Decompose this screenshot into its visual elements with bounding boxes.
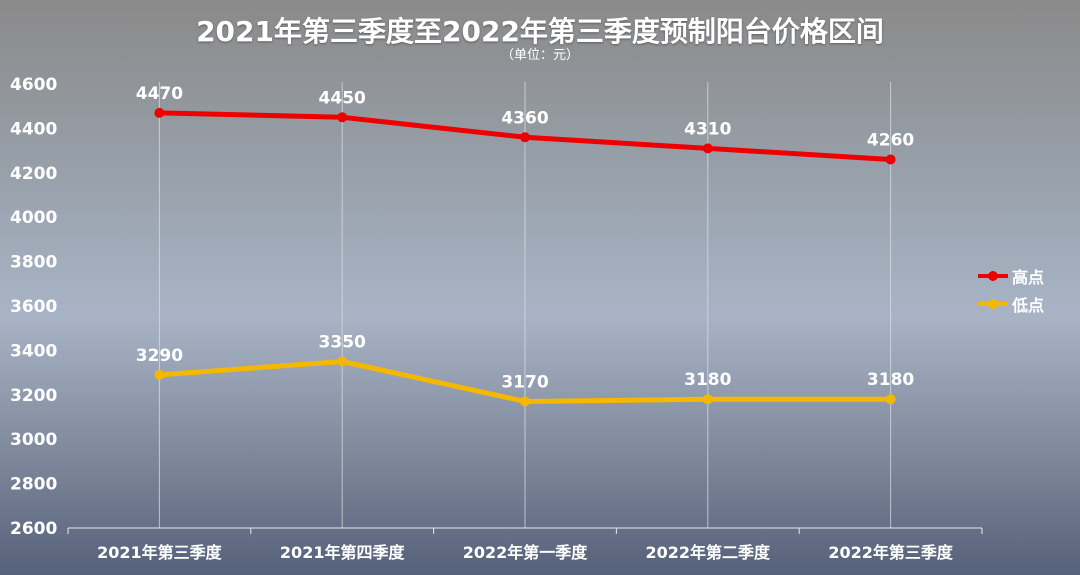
data-point-low: [337, 356, 348, 367]
data-label-low: 3290: [136, 346, 183, 366]
y-tick-label: 4600: [10, 75, 57, 95]
y-tick-label: 3600: [10, 297, 57, 317]
data-label-low: 3170: [501, 372, 548, 392]
y-tick-label: 3000: [10, 430, 57, 450]
legend: 高点 低点: [978, 262, 1044, 318]
legend-label-high: 高点: [1012, 268, 1045, 287]
legend-item-high: 高点: [978, 262, 1044, 290]
legend-dot-low: [988, 299, 998, 309]
x-tick-label: 2021年第三季度: [97, 543, 223, 562]
data-point-high: [520, 132, 530, 143]
data-point-high: [154, 107, 165, 118]
data-label-low: 3180: [684, 370, 731, 390]
data-label-low: 3180: [867, 370, 914, 390]
chart-subtitle: （单位：元）: [500, 48, 579, 63]
data-label-low: 3350: [319, 333, 366, 353]
y-tick-label: 4000: [10, 208, 57, 228]
data-point-low: [702, 394, 713, 405]
data-label-high: 4360: [501, 108, 548, 128]
y-tick-label: 4200: [10, 164, 57, 184]
data-label-high: 4260: [867, 130, 914, 150]
data-point-high: [885, 154, 896, 165]
y-tick-label: 2800: [10, 475, 57, 495]
x-tick-label: 2022年第二季度: [646, 543, 772, 562]
data-point-low: [885, 394, 896, 405]
data-point-high: [337, 112, 348, 123]
legend-dot-high: [988, 271, 998, 281]
data-label-high: 4310: [684, 119, 731, 139]
x-tick-label: 2022年第一季度: [463, 543, 589, 562]
y-tick-label: 3800: [10, 253, 57, 273]
y-tick-label: 3400: [10, 341, 57, 361]
data-point-high: [702, 143, 713, 154]
data-point-low: [154, 369, 165, 380]
legend-swatch-high: [978, 269, 1008, 283]
data-label-high: 4470: [136, 84, 183, 104]
chart-title: 2021年第三季度至2022年第三季度预制阳台价格区间: [196, 15, 884, 48]
data-point-low: [520, 396, 530, 407]
data-label-high: 4450: [319, 88, 366, 108]
x-tick-label: 2021年第四季度: [280, 543, 406, 562]
y-tick-label: 2600: [10, 519, 57, 539]
y-tick-label: 3200: [10, 386, 57, 406]
y-tick-label: 4400: [10, 119, 57, 139]
legend-item-low: 低点: [978, 290, 1044, 318]
x-tick-label: 2022年第三季度: [828, 543, 954, 562]
legend-label-low: 低点: [1012, 296, 1045, 315]
legend-swatch-low: [978, 297, 1008, 311]
